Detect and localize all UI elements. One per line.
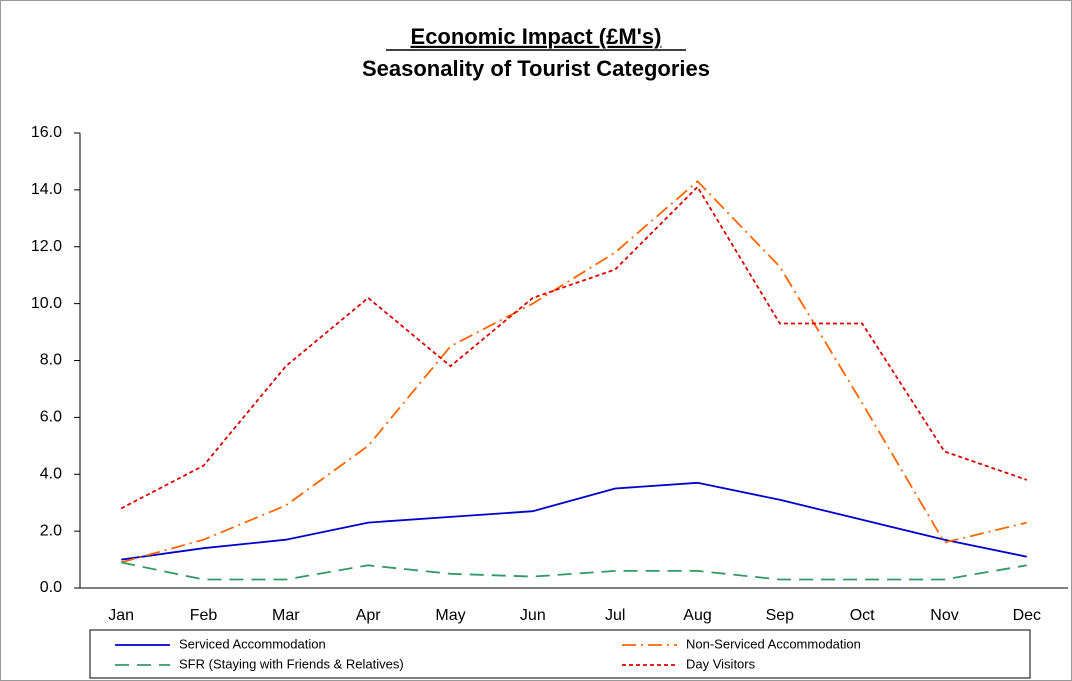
legend: Serviced Accommodation Non-Serviced Accom… [115, 636, 861, 671]
x-tick-label: Jan [108, 607, 134, 624]
x-tick-label: Apr [356, 607, 382, 624]
y-tick-label: 6.0 [40, 409, 62, 426]
x-tick-label: Dec [1013, 607, 1041, 624]
legend-label: Non-Serviced Accommodation [686, 636, 861, 651]
series-line [121, 561, 1027, 581]
x-tick-label: May [435, 607, 465, 624]
legend-label: SFR (Staying with Friends & Relatives) [179, 656, 404, 671]
chart-title: Economic Impact (£M's) [411, 24, 662, 49]
series-line [121, 481, 1027, 561]
legend-label: Serviced Accommodation [179, 636, 326, 651]
x-tick-label: Sep [766, 607, 795, 624]
y-tick-label: 14.0 [31, 181, 62, 198]
series-line [120, 180, 1028, 564]
x-tick-label: Feb [190, 607, 218, 624]
y-tick-label: 4.0 [40, 465, 62, 482]
y-tick-label: 0.0 [40, 579, 62, 596]
x-tick-label: Aug [683, 607, 711, 624]
y-tick-label: 8.0 [40, 352, 62, 369]
y-tick-label: 10.0 [31, 295, 62, 312]
x-tick-label: Oct [850, 607, 875, 624]
x-tick-label: Nov [930, 607, 958, 624]
x-tick-label: Jul [605, 607, 625, 624]
legend-label: Day Visitors [686, 656, 756, 671]
x-tick-label: Mar [272, 607, 300, 624]
y-tick-label: 16.0 [31, 124, 62, 141]
x-tick-label: Jun [520, 607, 546, 624]
y-tick-label: 2.0 [40, 522, 62, 539]
legend-box [89, 629, 1031, 679]
y-tick-label: 12.0 [31, 238, 62, 255]
chart-subtitle: Seasonality of Tourist Categories [362, 56, 710, 81]
